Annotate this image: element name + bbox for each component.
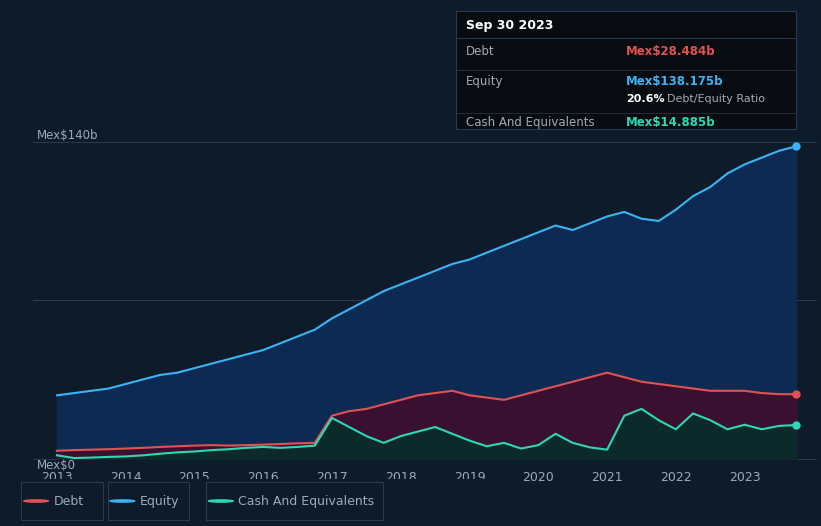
FancyBboxPatch shape — [21, 482, 103, 520]
Text: Debt: Debt — [466, 45, 494, 58]
Text: Debt: Debt — [53, 494, 84, 508]
FancyBboxPatch shape — [206, 482, 383, 520]
Text: Cash And Equivalents: Cash And Equivalents — [466, 116, 594, 129]
Text: Mex$140b: Mex$140b — [37, 129, 99, 141]
FancyBboxPatch shape — [108, 482, 189, 520]
Text: Mex$138.175b: Mex$138.175b — [626, 75, 723, 88]
Text: Mex$14.885b: Mex$14.885b — [626, 116, 716, 129]
Text: Equity: Equity — [466, 75, 503, 88]
Text: Mex$0: Mex$0 — [37, 459, 76, 472]
Text: Debt/Equity Ratio: Debt/Equity Ratio — [667, 94, 765, 104]
Circle shape — [110, 500, 135, 502]
Circle shape — [209, 500, 233, 502]
Circle shape — [24, 500, 48, 502]
Text: Cash And Equivalents: Cash And Equivalents — [238, 494, 374, 508]
Text: Equity: Equity — [140, 494, 179, 508]
Text: Sep 30 2023: Sep 30 2023 — [466, 19, 553, 32]
Text: Mex$28.484b: Mex$28.484b — [626, 45, 716, 58]
Text: 20.6%: 20.6% — [626, 94, 665, 104]
